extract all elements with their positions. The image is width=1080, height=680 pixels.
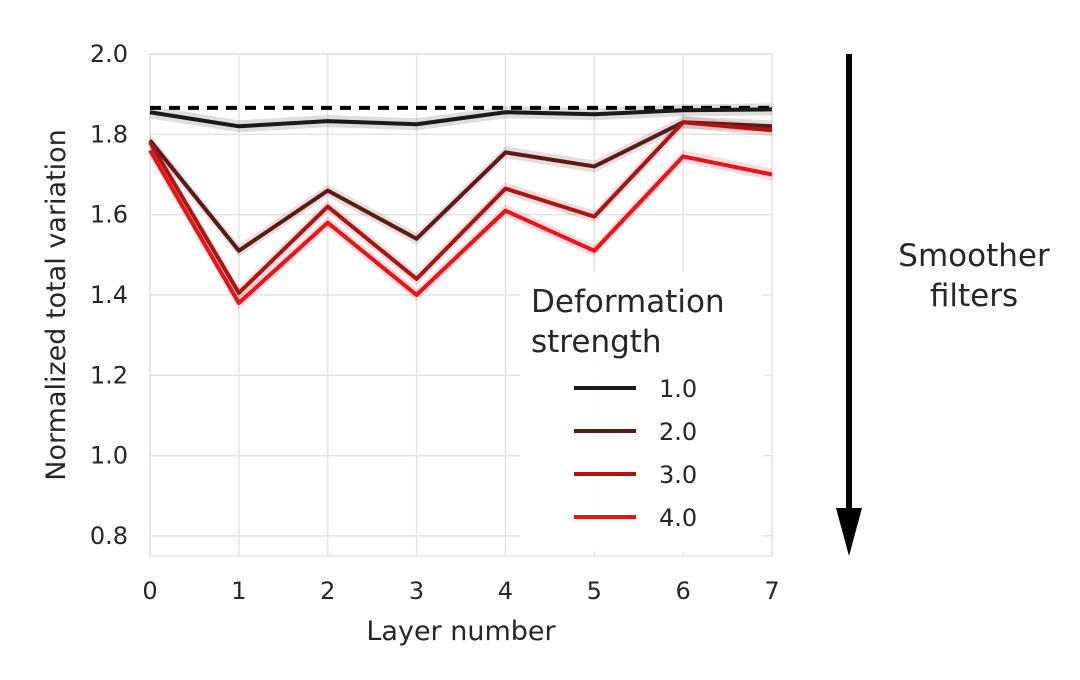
data-point-1.0 [505, 112, 506, 113]
data-point-4.0 [150, 150, 151, 151]
data-point-3.0 [594, 216, 595, 217]
x-tick-label: 2 [320, 577, 335, 605]
x-tick-label: 1 [231, 577, 246, 605]
data-point-4.0 [327, 222, 328, 223]
x-tick-label: 5 [587, 577, 602, 605]
legend-title-line-1: Deformation [531, 284, 725, 320]
legend: Deformation strength 1.0 2.0 3.0 4.0 [520, 272, 763, 552]
series-line-2.0 [148, 120, 773, 253]
data-point-3.0 [505, 188, 506, 189]
smoother-arrow [836, 54, 862, 556]
data-point-2.0 [150, 140, 151, 141]
data-point-4.0 [594, 250, 595, 251]
legend-label-2.0: 2.0 [659, 418, 697, 446]
data-point-1.0 [238, 126, 239, 127]
legend-label-1.0: 1.0 [659, 375, 697, 403]
data-point-4.0 [683, 156, 684, 157]
legend-label-4.0: 4.0 [659, 504, 697, 532]
y-tick-label: 1.2 [90, 361, 128, 389]
legend-box [520, 272, 763, 552]
data-point-2.0 [594, 166, 595, 167]
arrow-head [836, 508, 862, 556]
series-line-1.0 [149, 107, 773, 129]
y-tick-labels: 0.8 1.0 1.2 1.4 1.6 1.8 2.0 [90, 40, 128, 550]
data-point-3.0 [416, 278, 417, 279]
data-point-1.0 [150, 112, 151, 113]
y-tick-label: 1.6 [90, 201, 128, 229]
y-tick-label: 1.4 [90, 281, 128, 309]
series-line-3.0 [148, 120, 773, 295]
data-point-1.0 [416, 124, 417, 125]
data-point-3.0 [327, 206, 328, 207]
data-point-2.0 [772, 126, 773, 127]
data-point-3.0 [772, 130, 773, 131]
series-band-3.0 [150, 116, 772, 299]
y-tick-label: 1.8 [90, 120, 128, 148]
series-lines [148, 107, 773, 305]
x-axis-title: Layer number [366, 616, 556, 647]
data-point-2.0 [327, 190, 328, 191]
x-tick-label: 4 [498, 577, 513, 605]
data-point-3.0 [150, 142, 151, 143]
x-tick-label: 0 [142, 577, 157, 605]
y-tick-label: 1.0 [90, 442, 128, 470]
data-point-2.0 [416, 238, 417, 239]
data-point-4.0 [238, 302, 239, 303]
data-point-1.0 [683, 110, 684, 111]
data-point-3.0 [238, 292, 239, 293]
series-line-4.0 [148, 149, 773, 305]
data-point-2.0 [238, 250, 239, 251]
data-point-4.0 [416, 294, 417, 295]
data-point-1.0 [327, 121, 328, 122]
legend-items: 1.0 2.0 3.0 4.0 [574, 375, 697, 532]
data-point-3.0 [683, 122, 684, 123]
y-tick-label: 0.8 [90, 522, 128, 550]
data-point-2.0 [505, 152, 506, 153]
x-tick-label: 3 [409, 577, 424, 605]
legend-title-line-2: strength [531, 324, 662, 360]
y-tick-label: 2.0 [90, 40, 128, 68]
data-point-1.0 [772, 109, 773, 110]
series-band-2.0 [150, 116, 772, 257]
data-point-4.0 [505, 210, 506, 211]
annotation-line-2: filters [930, 278, 1018, 314]
x-tick-label: 6 [676, 577, 691, 605]
annotation-line-1: Smoother [898, 238, 1050, 274]
data-point-4.0 [772, 174, 773, 175]
y-axis-title: Normalized total variation [41, 129, 72, 480]
x-tick-labels: 0 1 2 3 4 5 6 7 [142, 577, 779, 605]
x-tick-label: 7 [764, 577, 779, 605]
legend-label-3.0: 3.0 [659, 461, 697, 489]
data-point-1.0 [594, 114, 595, 115]
